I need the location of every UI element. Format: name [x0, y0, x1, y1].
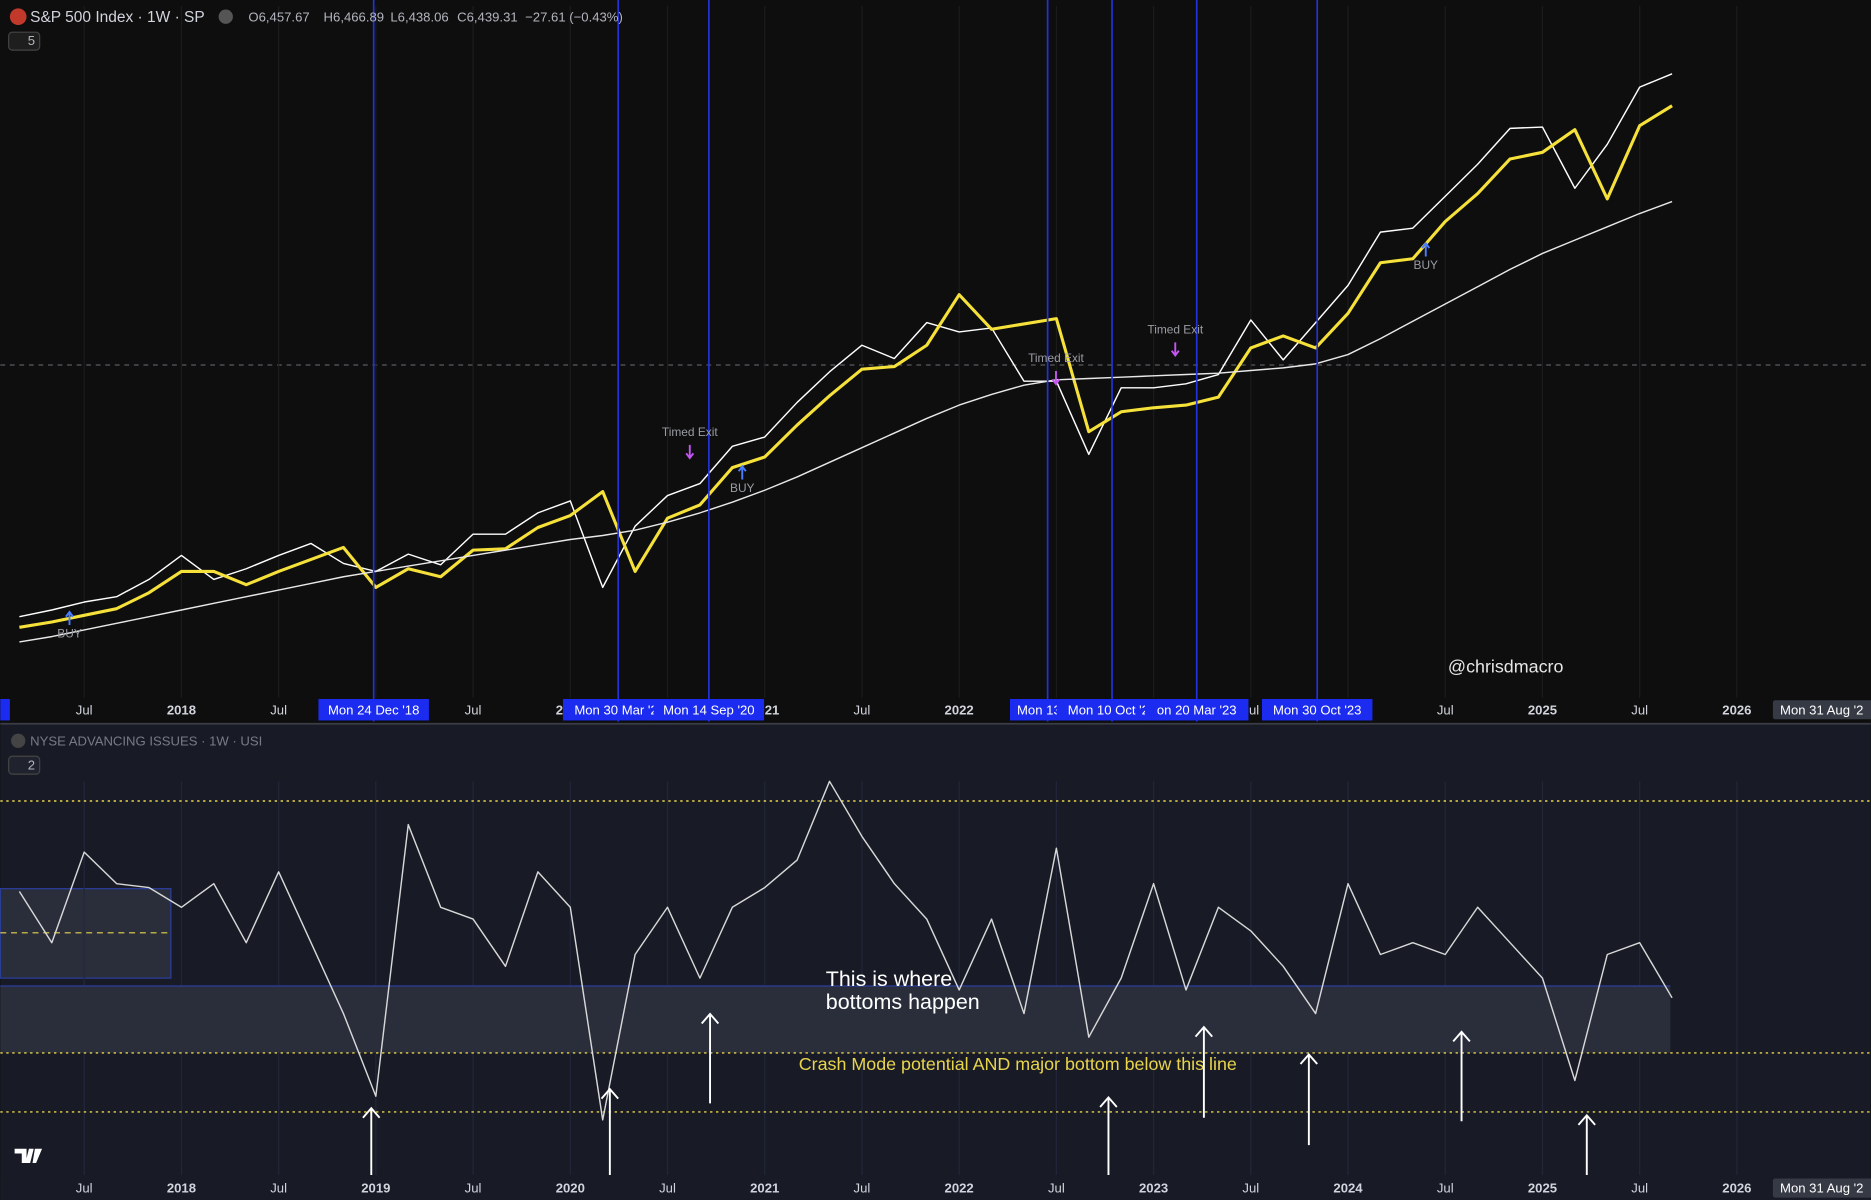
date-label-box [1056, 699, 1168, 721]
series-line [19, 200, 1673, 643]
x-tick-label: 2018 [167, 1181, 196, 1196]
exit-arrow [685, 444, 695, 460]
arrow [600, 1087, 619, 1175]
exit-arrow [1170, 342, 1180, 358]
zone [0, 986, 1671, 1053]
buy-arrow [65, 610, 74, 626]
date-label: Mon 24 Dec '18 [328, 702, 419, 717]
series-line [18, 780, 1673, 1121]
buy-arrow [737, 464, 747, 480]
date-label: Mon 10 Oct '22 [1068, 702, 1157, 717]
signal-label: BUY [730, 481, 755, 495]
arrow [1577, 1113, 1596, 1175]
bottom-pane [0, 722, 1871, 1200]
crosshair-label: Mon 31 Aug '2 [1780, 1181, 1863, 1196]
buy-arrow [1421, 241, 1431, 257]
indicator-toggle[interactable] [8, 31, 41, 51]
date-label-box [653, 699, 765, 721]
tv-logo [14, 1148, 43, 1164]
date-label: Mon 30 Oct '23 [1273, 702, 1362, 717]
x-tick-label: Jul [76, 702, 93, 717]
x-tick-label: Jul [270, 702, 287, 717]
top-pane [0, 0, 1870, 723]
symbol-icon [9, 8, 27, 26]
annotation: This is where [826, 967, 952, 991]
annotation: bottoms happen [826, 990, 980, 1014]
x-tick-label: Jul [465, 702, 482, 717]
x-tick-label: Jul [1437, 702, 1454, 717]
x-tick-label: 2022 [945, 1181, 974, 1196]
x-tick-label: Jul [465, 1181, 482, 1196]
arrow [1194, 1025, 1213, 1118]
ohlc-open: O6,457.67 [248, 9, 309, 24]
crosshair-box [1772, 1178, 1871, 1198]
date-label: Mon 30 Mar '2( [574, 702, 662, 717]
signal-label: Timed Exit [662, 425, 718, 439]
signal-label: BUY [57, 627, 82, 641]
crosshair-label: Mon 31 Aug '2 [1780, 702, 1863, 717]
series-line [19, 104, 1673, 629]
crosshair-box [1772, 700, 1871, 720]
x-tick-label: 2025 [1528, 1181, 1557, 1196]
x-tick-label: Jul [659, 1181, 676, 1196]
arrow [700, 1012, 720, 1104]
ohlc-high: H6,466.89 [324, 9, 385, 24]
watermark: @chrisdmacro [1448, 657, 1564, 677]
date-label-box [562, 699, 674, 721]
main-title: S&P 500 Index · 1W · SP [30, 9, 205, 26]
annotation: Crash Mode potential AND major bottom be… [799, 1054, 1237, 1074]
time-axis [0, 697, 1871, 723]
arrow [1099, 1095, 1118, 1175]
market-status [218, 9, 233, 24]
x-tick-label: Jul [76, 1181, 93, 1196]
x-tick-label: 2026 [1722, 1181, 1751, 1196]
x-tick-label: Jul [854, 702, 871, 717]
x-tick-label: 2026 [1722, 702, 1751, 717]
x-tick-label: 2021 [750, 1181, 779, 1196]
date-label: on 20 Mar '23 [1157, 702, 1237, 717]
x-tick-label: 2024 [1333, 1181, 1363, 1196]
indicator-toggle[interactable] [8, 755, 41, 775]
logo [14, 1148, 43, 1164]
x-tick-label: 2019 [361, 1181, 390, 1196]
time-axis [0, 1176, 1871, 1200]
date-label-box [1145, 699, 1249, 721]
x-tick-label: 2023 [1139, 1181, 1168, 1196]
x-tick-label: 2022 [945, 702, 974, 717]
signal-label: Timed Exit [1028, 351, 1084, 365]
sub-title: NYSE ADVANCING ISSUES · 1W · USI [30, 733, 262, 748]
exit-arrow [1051, 370, 1061, 386]
arrow [1452, 1030, 1471, 1122]
indicator-count[interactable]: 5 [28, 33, 35, 48]
event-marker [0, 699, 10, 721]
x-tick-label: Jul [1631, 1181, 1648, 1196]
date-label: Mon 14 Sep '20 [663, 702, 754, 717]
x-tick-label: Jul [1048, 1181, 1065, 1196]
arrows [362, 1012, 1596, 1175]
x-tick-label: 2025 [1528, 702, 1557, 717]
series-line [19, 73, 1673, 618]
x-tick-label: Jul [1631, 702, 1648, 717]
x-tick-label: Jul [1437, 1181, 1454, 1196]
x-tick-label: 2020 [556, 1181, 585, 1196]
ohlc-change: −27.61 (−0.43%) [525, 9, 623, 24]
date-label-box [318, 699, 429, 721]
date-label-box [1261, 699, 1373, 721]
ohlc-low: L6,438.06 [390, 9, 448, 24]
signal-label: BUY [1414, 258, 1439, 272]
x-tick-label: Jul [854, 1181, 871, 1196]
indicator-count[interactable]: 2 [28, 757, 35, 772]
x-tick-label: 2018 [167, 702, 196, 717]
arrow [1299, 1053, 1318, 1146]
signal-label: Timed Exit [1147, 323, 1203, 337]
arrow [362, 1106, 381, 1175]
x-tick-label: Jul [270, 1181, 287, 1196]
x-tick-label: Jul [1242, 1181, 1259, 1196]
symbol-icon [11, 733, 26, 748]
ohlc-close: C6,439.31 [457, 9, 518, 24]
